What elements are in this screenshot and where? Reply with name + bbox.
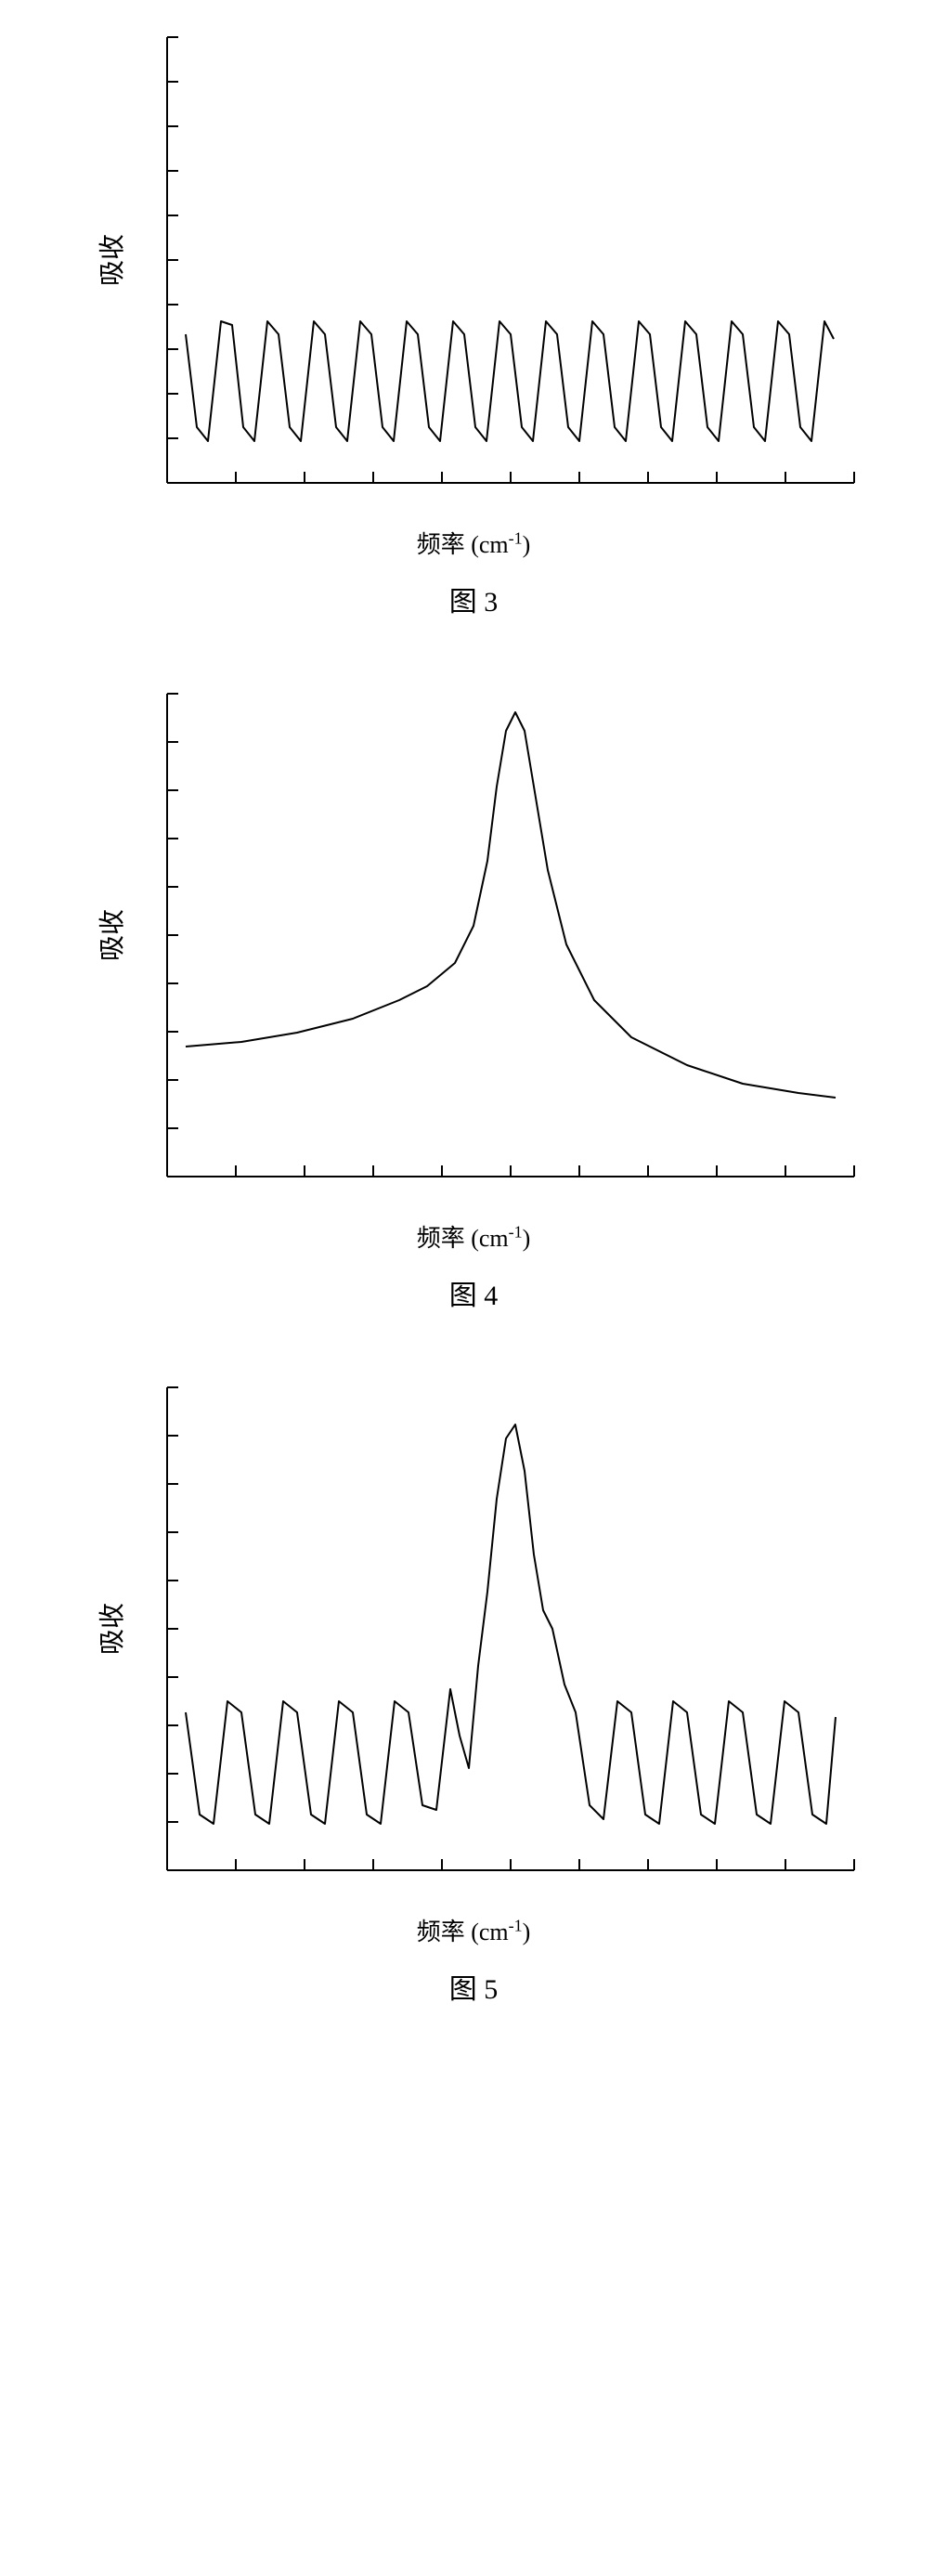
figure-caption: 图 3 [449,579,499,619]
x-axis-label: 频率 (cm-1) [417,1219,531,1254]
chart-svg: 吸收 [74,1369,873,1907]
figure-caption: 图 4 [449,1272,499,1313]
x-axis-label: 频率 (cm-1) [417,526,531,560]
figure-fig3: 吸收频率 (cm-1) 图 3 [19,19,928,619]
figure-fig4: 吸收频率 (cm-1) 图 4 [19,675,928,1313]
chart-svg: 吸收 [74,19,873,520]
y-axis-label: 吸收 [97,909,127,961]
y-axis-label: 吸收 [97,1603,127,1655]
chart-svg: 吸收 [74,675,873,1214]
x-axis-label: 频率 (cm-1) [417,1913,531,1947]
figure-fig5: 吸收频率 (cm-1) 图 5 [19,1369,928,2007]
figure-caption: 图 5 [449,1966,499,2007]
y-axis-label: 吸收 [97,234,127,286]
